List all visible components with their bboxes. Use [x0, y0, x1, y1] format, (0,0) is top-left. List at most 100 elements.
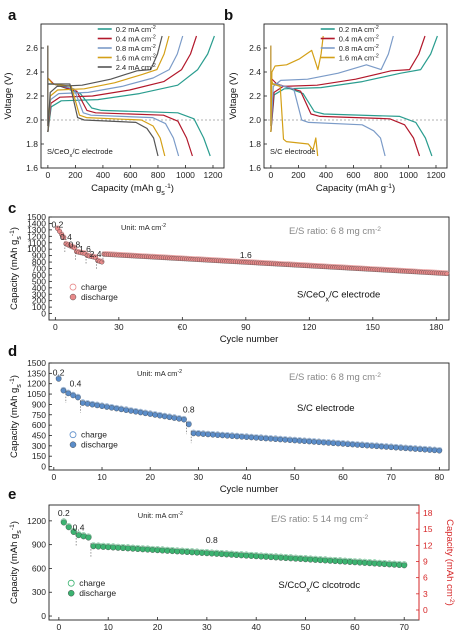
legend-label-part: -2 — [151, 35, 156, 41]
x-axis-label: Capacity (mAh g-1) — [316, 183, 395, 195]
y-tick-label: 2.4 — [26, 67, 38, 77]
y-tick-label: 500 — [32, 276, 46, 286]
x-tick-label: 600 — [123, 170, 137, 180]
legend-label-part: 0.4 mA cm — [116, 35, 151, 44]
y-axis-label-part: Capacity (mAh g — [9, 534, 20, 604]
legend-label: 1.6 mA cm-2 — [116, 54, 156, 63]
electrode-annotation-part: S/CcO — [278, 580, 306, 591]
x-tick-label: 1000 — [399, 170, 418, 180]
discharge-point — [393, 444, 399, 451]
x-axis-label: Capacity (mAh gs-1) — [91, 183, 174, 198]
x-tick-label: 20 — [145, 472, 155, 482]
x-tick-label: 90 — [241, 322, 251, 332]
discharge-point — [402, 445, 409, 452]
legend-label: 0.2 mA cm-2 — [339, 25, 379, 34]
y-tick-label: 0 — [41, 462, 46, 472]
y-tick-label: 1300 — [27, 225, 46, 235]
y-tick-label: 100 — [32, 302, 46, 312]
y-tick-label: 900 — [32, 540, 46, 550]
discharge-curve — [270, 83, 386, 157]
unit-annotation-part: Unit: mA cm — [121, 223, 161, 232]
rate-label: 1.6 — [240, 250, 252, 260]
discharge-point — [219, 432, 226, 439]
unit-annotation: Unit: mA cm-2 — [121, 223, 166, 232]
discharge-point — [316, 439, 322, 445]
y-tick-label: 1500 — [27, 358, 46, 368]
discharge-point — [234, 433, 240, 440]
discharge-point — [282, 437, 288, 443]
legend-charge-label: charge — [79, 578, 105, 588]
discharge-point — [61, 235, 67, 240]
y-tick-label: 600 — [32, 563, 46, 573]
y-tick-label: 1000 — [27, 244, 46, 254]
legend-charge-marker — [69, 283, 77, 291]
legend-label-part: -2 — [374, 25, 379, 31]
y-axis-label-part: s — [15, 384, 23, 388]
y-tick-label: 900 — [32, 399, 46, 409]
legend-discharge-label: discharge — [81, 292, 118, 302]
x-tick-label: 1200 — [427, 170, 446, 180]
x-tick-label: 400 — [96, 170, 110, 180]
y-tick-label: 2.6 — [26, 43, 38, 53]
discharge-point — [210, 431, 216, 438]
y-right-tick-label: 18 — [423, 508, 433, 518]
legend-label-part: -2 — [151, 25, 156, 31]
electrode-annotation-part: S/C electrode — [270, 147, 315, 156]
y-right-tick-label: 12 — [423, 540, 433, 550]
discharge-point — [431, 447, 438, 454]
discharge-point — [104, 404, 110, 410]
legend-label-part: 0.4 mA cm — [339, 35, 374, 44]
ratio-annotation-part: -2 — [375, 226, 381, 233]
discharge-point — [60, 519, 67, 526]
y-tick-label: 1400 — [27, 218, 46, 228]
electrode-annotation-part: /C electrode — [72, 147, 112, 156]
legend-label-part: 2.4 mA cm — [116, 63, 151, 72]
x-tick-label: 10 — [97, 472, 107, 482]
y-tick-label: 1.6 — [26, 163, 38, 173]
x-axis-label-part: -1 — [165, 183, 171, 190]
discharge-point — [272, 436, 279, 442]
discharge-point — [417, 446, 423, 453]
y-axis-label: Capacity (mAh gs-1) — [9, 227, 24, 310]
y-tick-label: 1.8 — [249, 139, 261, 149]
discharge-curve — [47, 77, 166, 157]
legend-charge-marker — [69, 431, 77, 439]
discharge-point — [79, 400, 86, 406]
discharge-point — [200, 431, 206, 437]
discharge-point — [65, 524, 72, 531]
ratio-annotation: E/S ratio: 6 8 mg cm-2 — [289, 226, 381, 238]
legend-label-part: -2 — [374, 35, 379, 41]
panel-label-a: a — [8, 7, 17, 24]
ratio-annotation: E/S ratio: 5 14 mg cm-2 — [271, 514, 369, 526]
discharge-point — [99, 259, 105, 265]
discharge-point — [176, 416, 182, 422]
discharge-point — [113, 405, 120, 412]
discharge-point — [166, 414, 173, 421]
legend-discharge-marker — [69, 293, 77, 301]
discharge-point — [157, 412, 163, 419]
x-tick-label: 0 — [46, 170, 51, 180]
x-axis-label-part: Capacity (mAh g — [91, 183, 161, 194]
legend-label: 0.8 mA cm-2 — [116, 44, 156, 53]
y-axis-label: Voltage (V) — [3, 73, 14, 120]
legend-charge-label: charge — [81, 430, 107, 440]
data-points — [60, 518, 408, 569]
legend-label-part: -2 — [151, 44, 156, 50]
legend-label: 0.8 mA cm-2 — [339, 44, 379, 53]
legend-label-part: -2 — [151, 63, 156, 69]
discharge-point — [152, 412, 158, 418]
discharge-point — [55, 376, 62, 382]
panel-label-e: e — [8, 486, 16, 503]
y-right-axis-label-part: ) — [444, 603, 455, 606]
discharge-point — [142, 410, 149, 417]
discharge-point — [373, 443, 380, 450]
discharge-point — [171, 415, 178, 421]
y-axis-label-part: ) — [9, 227, 20, 230]
discharge-point — [267, 436, 274, 442]
legend-discharge-label: discharge — [81, 440, 118, 450]
y-axis-label: Capacity (mAh gs-1) — [9, 521, 24, 604]
discharge-point — [181, 416, 187, 423]
x-tick-label: 180 — [429, 322, 443, 332]
electrode-annotation: S/CcOx/C clcotrodc — [278, 580, 360, 594]
discharge-point — [238, 434, 245, 440]
